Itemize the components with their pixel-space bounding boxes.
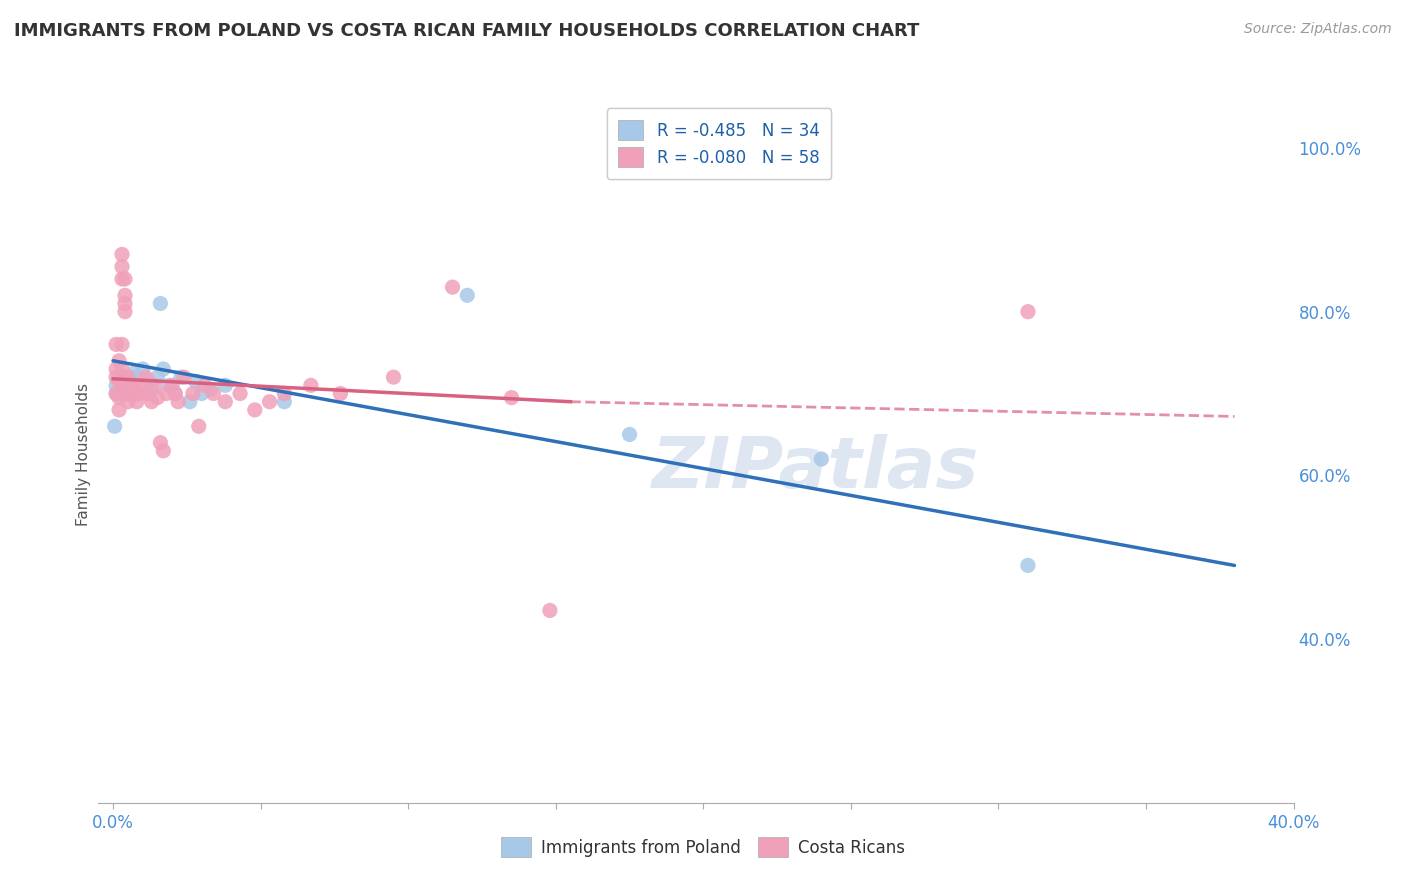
Point	[456, 288, 478, 302]
Point	[111, 247, 134, 261]
Point	[108, 403, 131, 417]
Point	[157, 378, 180, 392]
Point	[120, 386, 142, 401]
Point	[104, 419, 127, 434]
Point	[441, 280, 464, 294]
Point	[105, 386, 128, 401]
Point	[111, 386, 134, 401]
Point	[128, 386, 150, 401]
Point	[1017, 558, 1039, 573]
Point	[120, 370, 142, 384]
Point	[117, 386, 139, 401]
Point	[111, 260, 134, 274]
Point	[190, 386, 212, 401]
Point	[141, 383, 163, 397]
Point	[117, 394, 139, 409]
Point	[184, 374, 207, 388]
Point	[131, 378, 153, 392]
Point	[111, 386, 134, 401]
Point	[170, 370, 193, 384]
Point	[229, 386, 252, 401]
Point	[243, 403, 266, 417]
Point	[382, 370, 405, 384]
Point	[117, 370, 139, 384]
Point	[538, 603, 561, 617]
Point	[108, 374, 131, 388]
Point	[122, 378, 145, 392]
Point	[105, 370, 128, 384]
Point	[114, 272, 136, 286]
Point	[179, 394, 201, 409]
Point	[114, 383, 136, 397]
Point	[165, 386, 187, 401]
Point	[117, 374, 139, 388]
Point	[122, 366, 145, 380]
Point	[135, 370, 157, 384]
Point	[214, 394, 236, 409]
Point	[619, 427, 641, 442]
Point	[125, 394, 148, 409]
Text: ZIPatlas: ZIPatlas	[652, 434, 979, 503]
Point	[111, 362, 134, 376]
Point	[138, 374, 160, 388]
Point	[141, 394, 163, 409]
Point	[108, 353, 131, 368]
Point	[167, 394, 190, 409]
Point	[105, 386, 128, 401]
Point	[111, 378, 134, 392]
Point	[273, 386, 295, 401]
Point	[202, 386, 225, 401]
Point	[108, 386, 131, 401]
Text: IMMIGRANTS FROM POLAND VS COSTA RICAN FAMILY HOUSEHOLDS CORRELATION CHART: IMMIGRANTS FROM POLAND VS COSTA RICAN FA…	[14, 22, 920, 40]
Point	[152, 362, 174, 376]
Point	[117, 386, 139, 401]
Point	[114, 296, 136, 310]
Point	[114, 370, 136, 384]
Point	[105, 378, 128, 392]
Y-axis label: Family Households: Family Households	[76, 384, 91, 526]
Point	[108, 391, 131, 405]
Point	[165, 386, 187, 401]
Point	[149, 296, 172, 310]
Legend: R = -0.485   N = 34, R = -0.080   N = 58: R = -0.485 N = 34, R = -0.080 N = 58	[606, 109, 831, 179]
Point	[155, 386, 177, 401]
Point	[173, 370, 195, 384]
Point	[111, 272, 134, 286]
Point	[114, 304, 136, 318]
Point	[273, 394, 295, 409]
Point	[146, 391, 169, 405]
Point	[125, 386, 148, 401]
Point	[194, 378, 217, 392]
Point	[143, 378, 166, 392]
Point	[501, 391, 523, 405]
Point	[111, 378, 134, 392]
Point	[105, 362, 128, 376]
Legend: Immigrants from Poland, Costa Ricans: Immigrants from Poland, Costa Ricans	[494, 829, 912, 866]
Point	[259, 394, 281, 409]
Point	[160, 378, 183, 392]
Point	[214, 378, 236, 392]
Point	[111, 337, 134, 351]
Point	[329, 386, 352, 401]
Point	[108, 370, 131, 384]
Point	[810, 452, 832, 467]
Point	[187, 419, 209, 434]
Point	[105, 337, 128, 351]
Point	[131, 362, 153, 376]
Point	[181, 386, 204, 401]
Point	[299, 378, 322, 392]
Point	[125, 386, 148, 401]
Point	[149, 435, 172, 450]
Point	[120, 378, 142, 392]
Text: Source: ZipAtlas.com: Source: ZipAtlas.com	[1244, 22, 1392, 37]
Point	[152, 443, 174, 458]
Point	[200, 383, 222, 397]
Point	[1017, 304, 1039, 318]
Point	[111, 374, 134, 388]
Point	[146, 370, 169, 384]
Point	[114, 370, 136, 384]
Point	[114, 288, 136, 302]
Point	[138, 386, 160, 401]
